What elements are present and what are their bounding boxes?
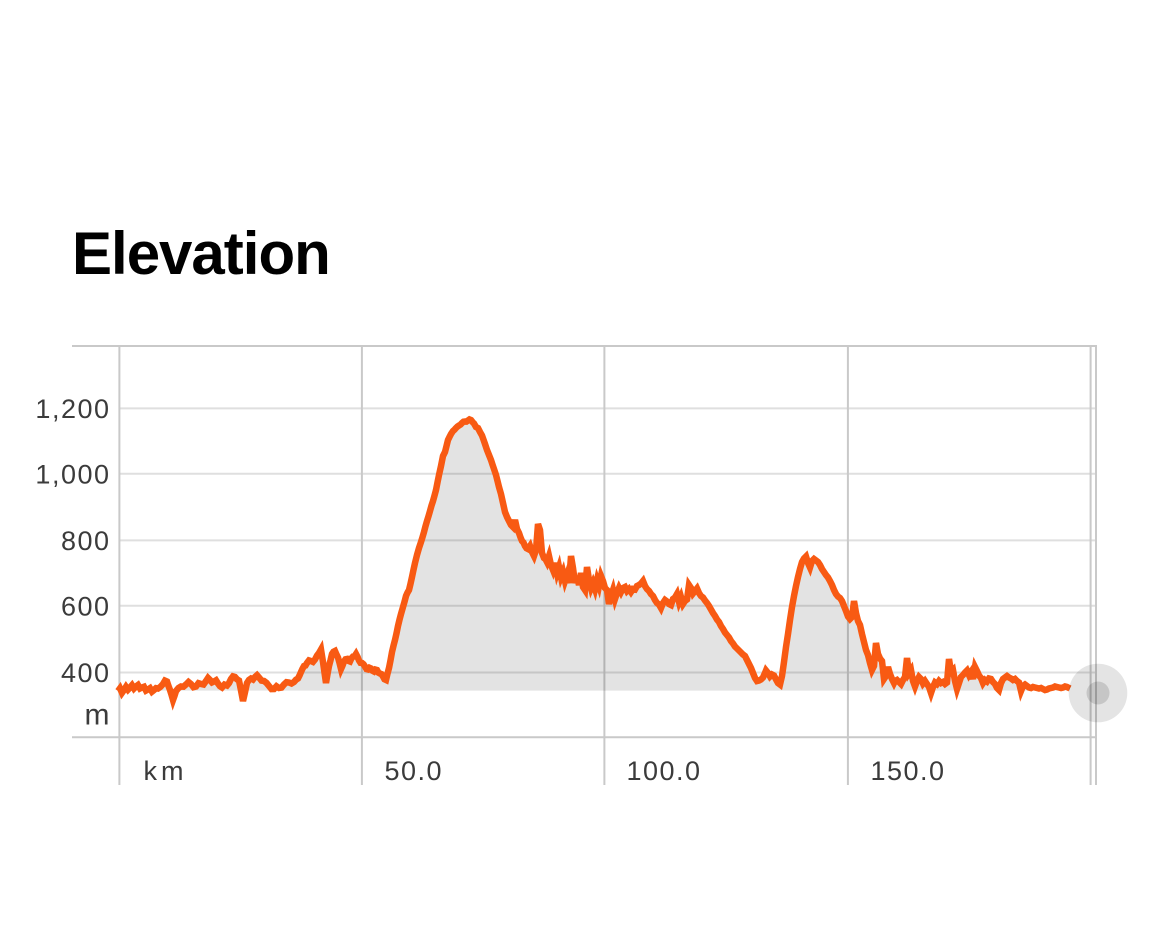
svg-text:Elevation: Elevation (72, 220, 330, 287)
svg-text:1,000: 1,000 (35, 459, 110, 489)
svg-text:m: m (85, 699, 110, 732)
svg-text:600: 600 (61, 591, 111, 621)
svg-text:150.0: 150.0 (871, 756, 946, 786)
svg-text:400: 400 (61, 658, 111, 688)
svg-text:100.0: 100.0 (627, 756, 702, 786)
svg-text:km: km (144, 756, 188, 786)
svg-text:50.0: 50.0 (385, 756, 444, 786)
svg-text:1,200: 1,200 (35, 394, 110, 424)
svg-text:800: 800 (61, 526, 111, 556)
